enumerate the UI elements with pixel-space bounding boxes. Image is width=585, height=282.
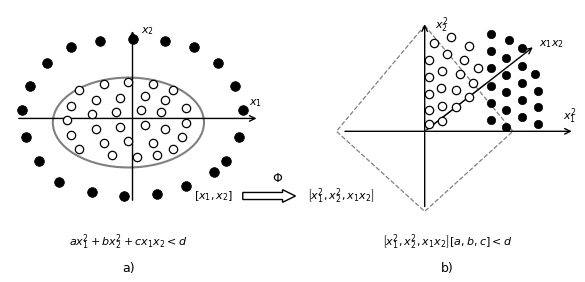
Text: $ax_1^2 + bx_2^2 + cx_1x_2 < d$: $ax_1^2 + bx_2^2 + cx_1x_2 < d$ <box>70 233 188 252</box>
Text: $x_1x_2$: $x_1x_2$ <box>539 38 565 50</box>
Text: $x_2^2$: $x_2^2$ <box>435 15 449 35</box>
Text: $x_1^2$: $x_1^2$ <box>563 106 577 125</box>
Text: $x_2$: $x_2$ <box>142 25 154 37</box>
Text: $x_1$: $x_1$ <box>249 98 262 109</box>
Text: $\left[x_1^2,x_2^2,x_1x_2\right]$: $\left[x_1^2,x_2^2,x_1x_2\right]$ <box>307 186 375 206</box>
Text: $\left[x_1,x_2\right]$: $\left[x_1,x_2\right]$ <box>194 189 233 203</box>
FancyArrow shape <box>243 190 295 202</box>
Text: $\left[x_1^2,x_2^2,x_1x_2\right]\left[a,b,c\right] < d$: $\left[x_1^2,x_2^2,x_1x_2\right]\left[a,… <box>383 233 512 252</box>
Text: b): b) <box>441 262 454 275</box>
Text: a): a) <box>122 262 135 275</box>
Text: $\Phi$: $\Phi$ <box>272 172 284 185</box>
